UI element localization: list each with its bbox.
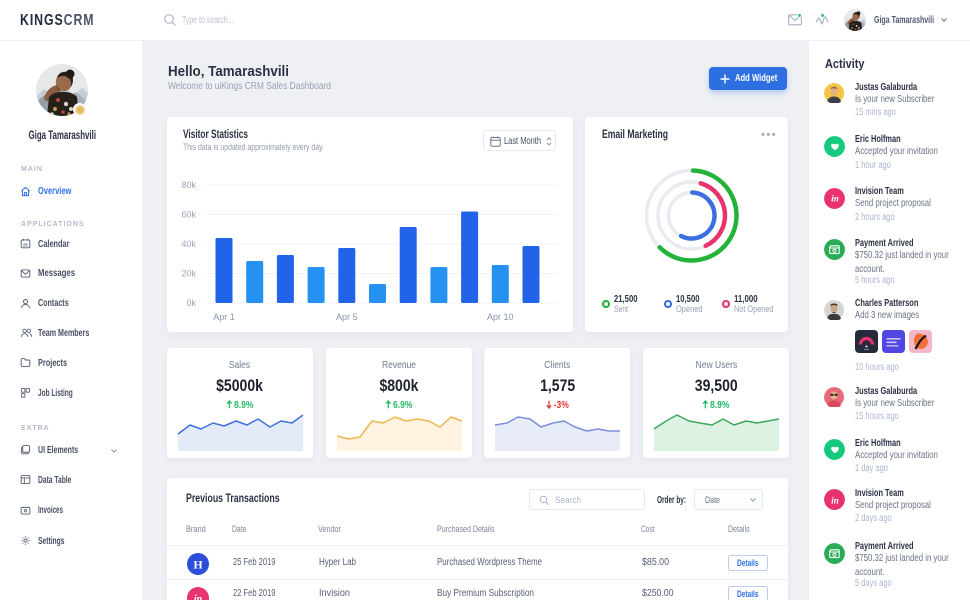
svg-text:Apr 10: Apr 10 <box>487 312 514 322</box>
svg-text:80k: 80k <box>181 180 196 190</box>
svg-text:Apr 5: Apr 5 <box>336 312 358 322</box>
svg-text:H: H <box>193 557 203 571</box>
svg-text:40k: 40k <box>181 239 196 249</box>
svg-text:25: 25 <box>23 242 28 247</box>
svg-text:0k: 0k <box>186 298 196 308</box>
svg-text:in: in <box>194 594 203 600</box>
svg-text:Apr 1: Apr 1 <box>213 312 235 322</box>
svg-text:in: in <box>831 495 839 505</box>
svg-text:60k: 60k <box>181 210 196 220</box>
svg-text:20k: 20k <box>181 269 196 279</box>
svg-text:in: in <box>831 194 839 204</box>
